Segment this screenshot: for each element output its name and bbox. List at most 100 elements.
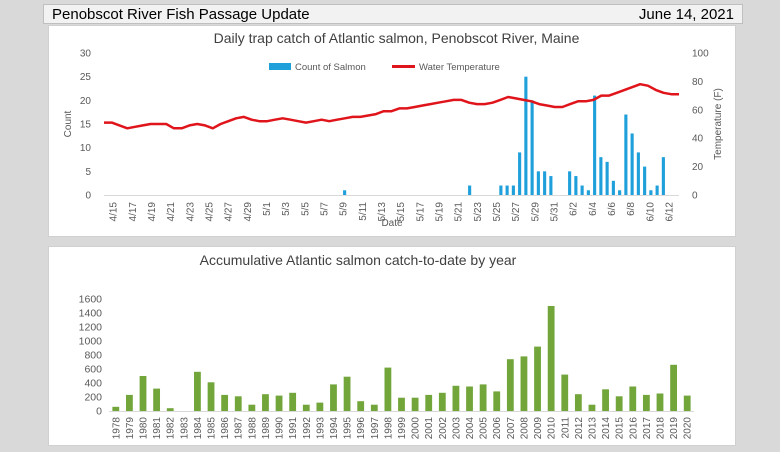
year-bar [615,396,623,411]
year-bar [112,406,120,411]
report-date: June 14, 2021 [638,6,734,23]
year-bar [153,388,161,411]
x-tick-label: 2005 [479,417,490,440]
y-tick-label: 1600 [79,294,103,306]
x-tick-label: 6/12 [664,202,675,222]
count-bar [524,76,528,195]
y-tick-label: 15 [80,120,92,131]
year-bar [398,397,405,411]
count-bar [574,176,578,195]
x-tick-label: 2006 [492,417,503,440]
x-tick-label: 2001 [424,417,435,440]
x-tick-label: 4/19 [147,202,158,222]
x-tick-label: 1994 [329,417,340,440]
daily-chart-panel: Daily trap catch of Atlantic salmon, Pen… [48,25,736,237]
x-tick-label: 2008 [519,417,530,440]
x-tick-label: 2002 [438,417,449,440]
yearly-catch-chart: Accumulative Atlantic salmon catch-to-da… [79,252,694,440]
year-bar [506,359,514,411]
y-tick-label: 1200 [79,322,103,334]
x-tick-label: 2017 [642,417,653,440]
year-bar [139,376,147,411]
count-bar [624,114,628,195]
x-tick-label: 1982 [166,417,177,440]
year-bar [411,397,419,411]
year-bar [207,382,215,411]
count-bar [636,152,640,195]
x-tick-label: 2014 [601,417,612,440]
x-tick-label: 6/8 [626,202,637,216]
x-tick-label: 2018 [655,417,666,440]
y2-tick-label: 40 [692,134,704,145]
year-bar [343,376,351,411]
count-bar [343,190,347,195]
x-tick-label: 5/1 [262,202,273,216]
x-tick-label: 1986 [220,417,231,440]
year-bar [534,346,541,411]
year-bar [602,389,609,411]
daily-catch-chart: Daily trap catch of Atlantic salmon, Pen… [63,30,724,229]
x-tick-label: 2011 [560,417,571,439]
count-bar [611,180,615,195]
year-bar [166,408,174,411]
x-tick-label: 1988 [247,417,258,440]
y-axis-title: Count [63,110,74,137]
count-bar [593,95,597,195]
y2-tick-label: 100 [692,49,709,60]
year-bar [479,384,487,411]
year-bar [330,384,337,411]
y-tick-label: 20 [80,96,92,107]
x-tick-label: 2000 [411,417,422,440]
x-tick-label: 5/5 [300,202,311,216]
y-tick-label: 800 [84,350,102,362]
year-bar [234,396,242,411]
year-bar [547,306,555,411]
year-bar [493,391,501,411]
x-tick-label: 4/17 [128,202,139,222]
year-bar [370,404,378,411]
year-bar [194,371,201,411]
year-bar [221,394,229,411]
y-tick-label: 0 [85,191,91,202]
count-bar [511,185,515,195]
y2-axis-title: Temperature (F) [713,88,724,160]
year-bar [466,386,473,411]
x-tick-label: 5/15 [396,202,407,222]
year-bar [520,356,528,411]
year-bar [316,402,324,411]
year-bar [126,394,133,411]
x-tick-label: 6/10 [645,202,656,222]
count-bar [599,157,603,195]
year-bar [642,394,650,411]
x-tick-label: 2019 [669,417,680,440]
chart-title: Accumulative Atlantic salmon catch-to-da… [200,252,517,268]
count-bar [586,190,590,195]
x-tick-label: 4/25 [204,202,215,222]
y2-tick-label: 60 [692,105,704,116]
x-tick-label: 2016 [628,417,639,440]
y-tick-label: 0 [96,406,102,418]
count-bar [661,157,665,195]
count-bar [655,185,659,195]
x-tick-label: 5/9 [339,202,350,216]
x-tick-label: 2004 [465,417,476,440]
x-tick-label: 5/27 [511,202,522,222]
year-bar [302,404,310,411]
year-bar [683,395,691,411]
x-tick-label: 1987 [234,417,245,440]
x-tick-label: 5/13 [377,202,388,222]
count-bar [643,166,647,195]
x-tick-label: 1993 [315,417,326,440]
year-bar [629,386,637,411]
year-bar [384,367,392,411]
x-tick-label: 5/23 [473,202,484,222]
x-tick-label: 1985 [207,417,218,440]
x-tick-label: 5/17 [415,202,426,222]
page-title: Penobscot River Fish Passage Update [52,6,310,23]
x-tick-label: 5/25 [492,202,503,222]
y-tick-label: 5 [85,167,91,178]
header-bar: Penobscot River Fish Passage Update June… [43,4,743,24]
year-bar [425,394,433,411]
legend-label-temp: Water Temperature [419,62,500,73]
count-bar [536,171,540,195]
